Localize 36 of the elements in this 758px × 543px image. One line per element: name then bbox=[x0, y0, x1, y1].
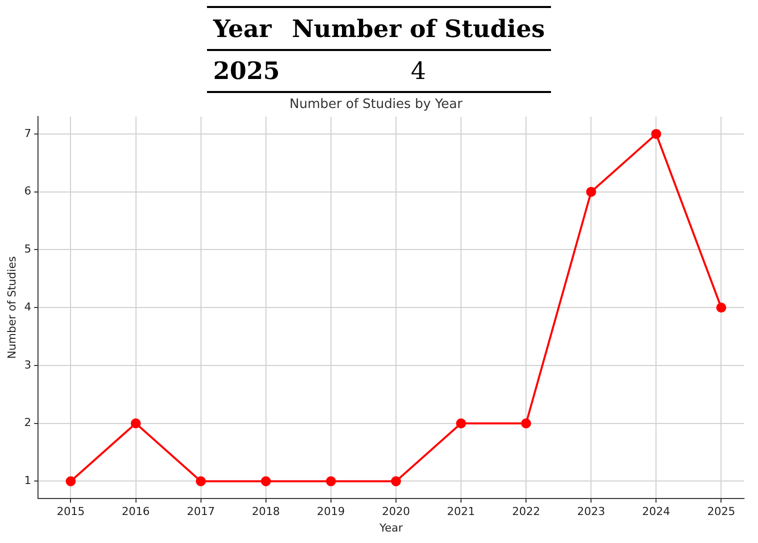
x-tick-label: 2016 bbox=[122, 505, 150, 518]
y-tick-label: 7 bbox=[24, 126, 32, 140]
x-tick-label: 2015 bbox=[56, 505, 85, 518]
y-axis-title: Number of Studies bbox=[5, 256, 18, 359]
y-tick-label: 1 bbox=[24, 474, 32, 488]
y-tick-label: 2 bbox=[24, 416, 32, 430]
x-tick-label: 2020 bbox=[382, 505, 410, 518]
chart-title: Number of Studies by Year bbox=[290, 97, 464, 112]
text: 2025 bbox=[212, 55, 281, 88]
text: Number of Studies bbox=[290, 12, 546, 45]
y-tick-label: 5 bbox=[24, 242, 32, 256]
point bbox=[651, 128, 662, 139]
point bbox=[196, 476, 206, 486]
point bbox=[66, 476, 76, 486]
point bbox=[586, 186, 596, 197]
point bbox=[130, 418, 141, 428]
point bbox=[326, 476, 336, 486]
x-tick-label: 2018 bbox=[252, 505, 280, 518]
y-tick-label: 3 bbox=[24, 358, 32, 372]
x-tick-label: 2023 bbox=[577, 505, 606, 518]
x-tick-label: 2024 bbox=[642, 505, 670, 518]
x-tick-label: 2019 bbox=[316, 505, 345, 518]
x-axis-title: Year bbox=[378, 521, 404, 534]
point bbox=[716, 302, 726, 313]
text: Year bbox=[212, 12, 273, 45]
point bbox=[456, 418, 466, 428]
point bbox=[260, 476, 271, 486]
x-tick-label: 2017 bbox=[186, 505, 215, 518]
point bbox=[521, 418, 532, 428]
x-tick-label: 2025 bbox=[707, 505, 736, 518]
point bbox=[390, 476, 401, 486]
text: 4 bbox=[410, 56, 428, 87]
x-tick-label: 2021 bbox=[447, 505, 476, 518]
y-tick-label: 4 bbox=[24, 300, 32, 314]
y-tick-label: 6 bbox=[24, 184, 32, 198]
x-tick-label: 2022 bbox=[512, 505, 540, 518]
